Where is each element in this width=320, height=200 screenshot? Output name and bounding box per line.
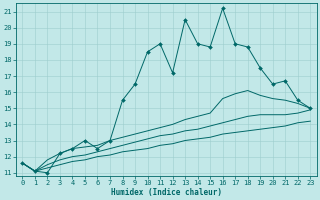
X-axis label: Humidex (Indice chaleur): Humidex (Indice chaleur) [111,188,222,197]
